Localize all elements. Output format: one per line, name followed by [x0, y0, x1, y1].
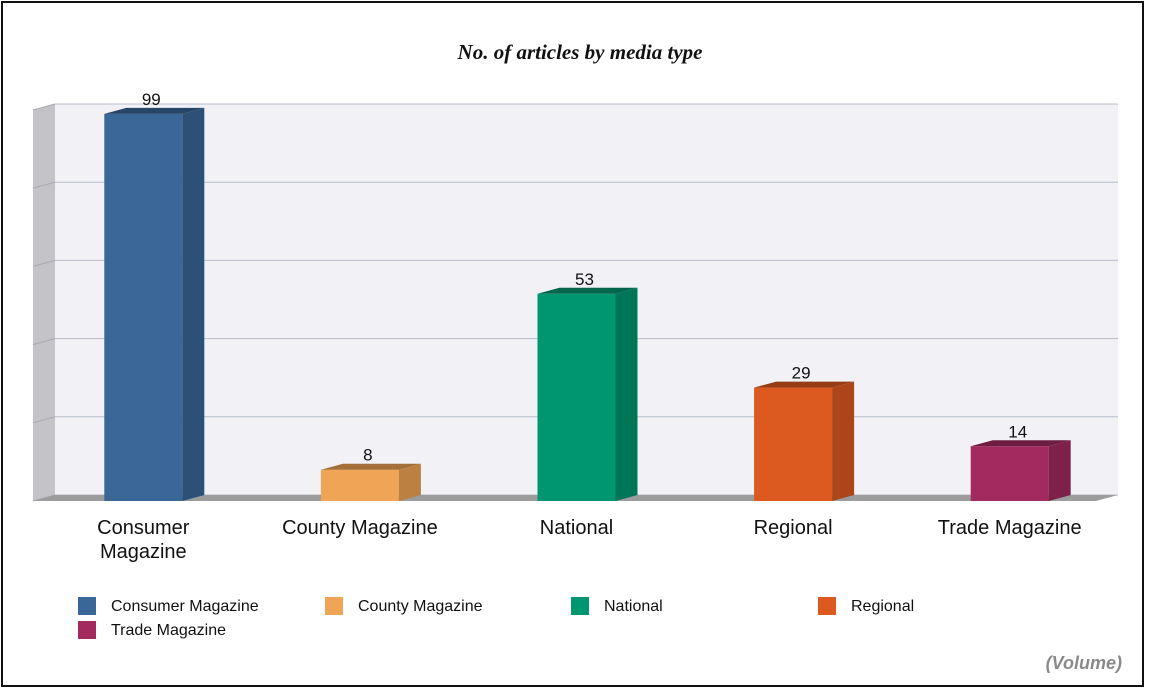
bar-side	[832, 381, 855, 501]
bar-regional	[754, 381, 855, 501]
category-label: Trade Magazine	[938, 517, 1082, 539]
legend-label: National	[604, 598, 663, 615]
bar-front	[320, 469, 399, 501]
bar-county-magazine	[320, 463, 421, 501]
chart-title: No. of articles by media type	[457, 40, 703, 64]
side-wall	[33, 104, 55, 501]
bar-front	[754, 387, 833, 501]
value-label: 29	[792, 364, 811, 383]
legend-item-national: National	[571, 597, 663, 615]
legend-swatch	[325, 597, 343, 615]
value-label: 99	[142, 90, 161, 109]
plot-area: 99 Consumer Magazine 8 County Magazine 53 Nati…	[32, 90, 1118, 563]
bar-top	[970, 440, 1071, 447]
bar-top	[754, 381, 855, 388]
bar-front	[537, 293, 616, 501]
value-label: 8	[363, 446, 372, 465]
bar-national	[537, 287, 638, 501]
gridline-side	[32, 259, 56, 267]
value-label: 53	[575, 270, 594, 289]
value-label: 14	[1008, 422, 1027, 441]
bar-front	[104, 113, 183, 501]
legend-swatch	[78, 621, 96, 639]
legend-label: Regional	[851, 598, 914, 615]
category-label: Consumer Magazine	[97, 517, 190, 563]
bar-side	[615, 287, 638, 501]
legend-item-trade-magazine: Trade Magazine	[78, 621, 226, 639]
legend-swatch	[571, 597, 589, 615]
legend-swatch	[78, 597, 96, 615]
bar-side	[398, 463, 421, 501]
legend: Consumer Magazine County Magazine National…	[78, 597, 914, 639]
bar-top	[104, 107, 205, 114]
bar-top	[537, 287, 638, 294]
bar-side	[1048, 440, 1071, 501]
gridline-side	[32, 181, 56, 189]
legend-item-county-magazine: County Magazine	[325, 597, 483, 615]
bar-consumer-magazine	[104, 107, 205, 501]
category-label: County Magazine	[282, 517, 438, 539]
legend-swatch	[818, 597, 836, 615]
bar-side	[182, 107, 205, 501]
category-label: Regional	[754, 517, 833, 539]
bar-trade-magazine	[970, 440, 1071, 501]
legend-label: Trade Magazine	[111, 622, 226, 639]
legend-label: County Magazine	[358, 598, 483, 615]
legend-item-regional: Regional	[818, 597, 914, 615]
volume-note: (Volume)	[1046, 653, 1122, 673]
legend-item-consumer-magazine: Consumer Magazine	[78, 597, 259, 615]
legend-label: Consumer Magazine	[111, 598, 259, 615]
gridline-side	[32, 338, 56, 346]
gridline-side	[32, 416, 56, 424]
bar-top	[320, 463, 421, 470]
category-label: National	[540, 517, 613, 539]
gridline-side	[32, 103, 56, 111]
bar-front	[970, 446, 1049, 501]
